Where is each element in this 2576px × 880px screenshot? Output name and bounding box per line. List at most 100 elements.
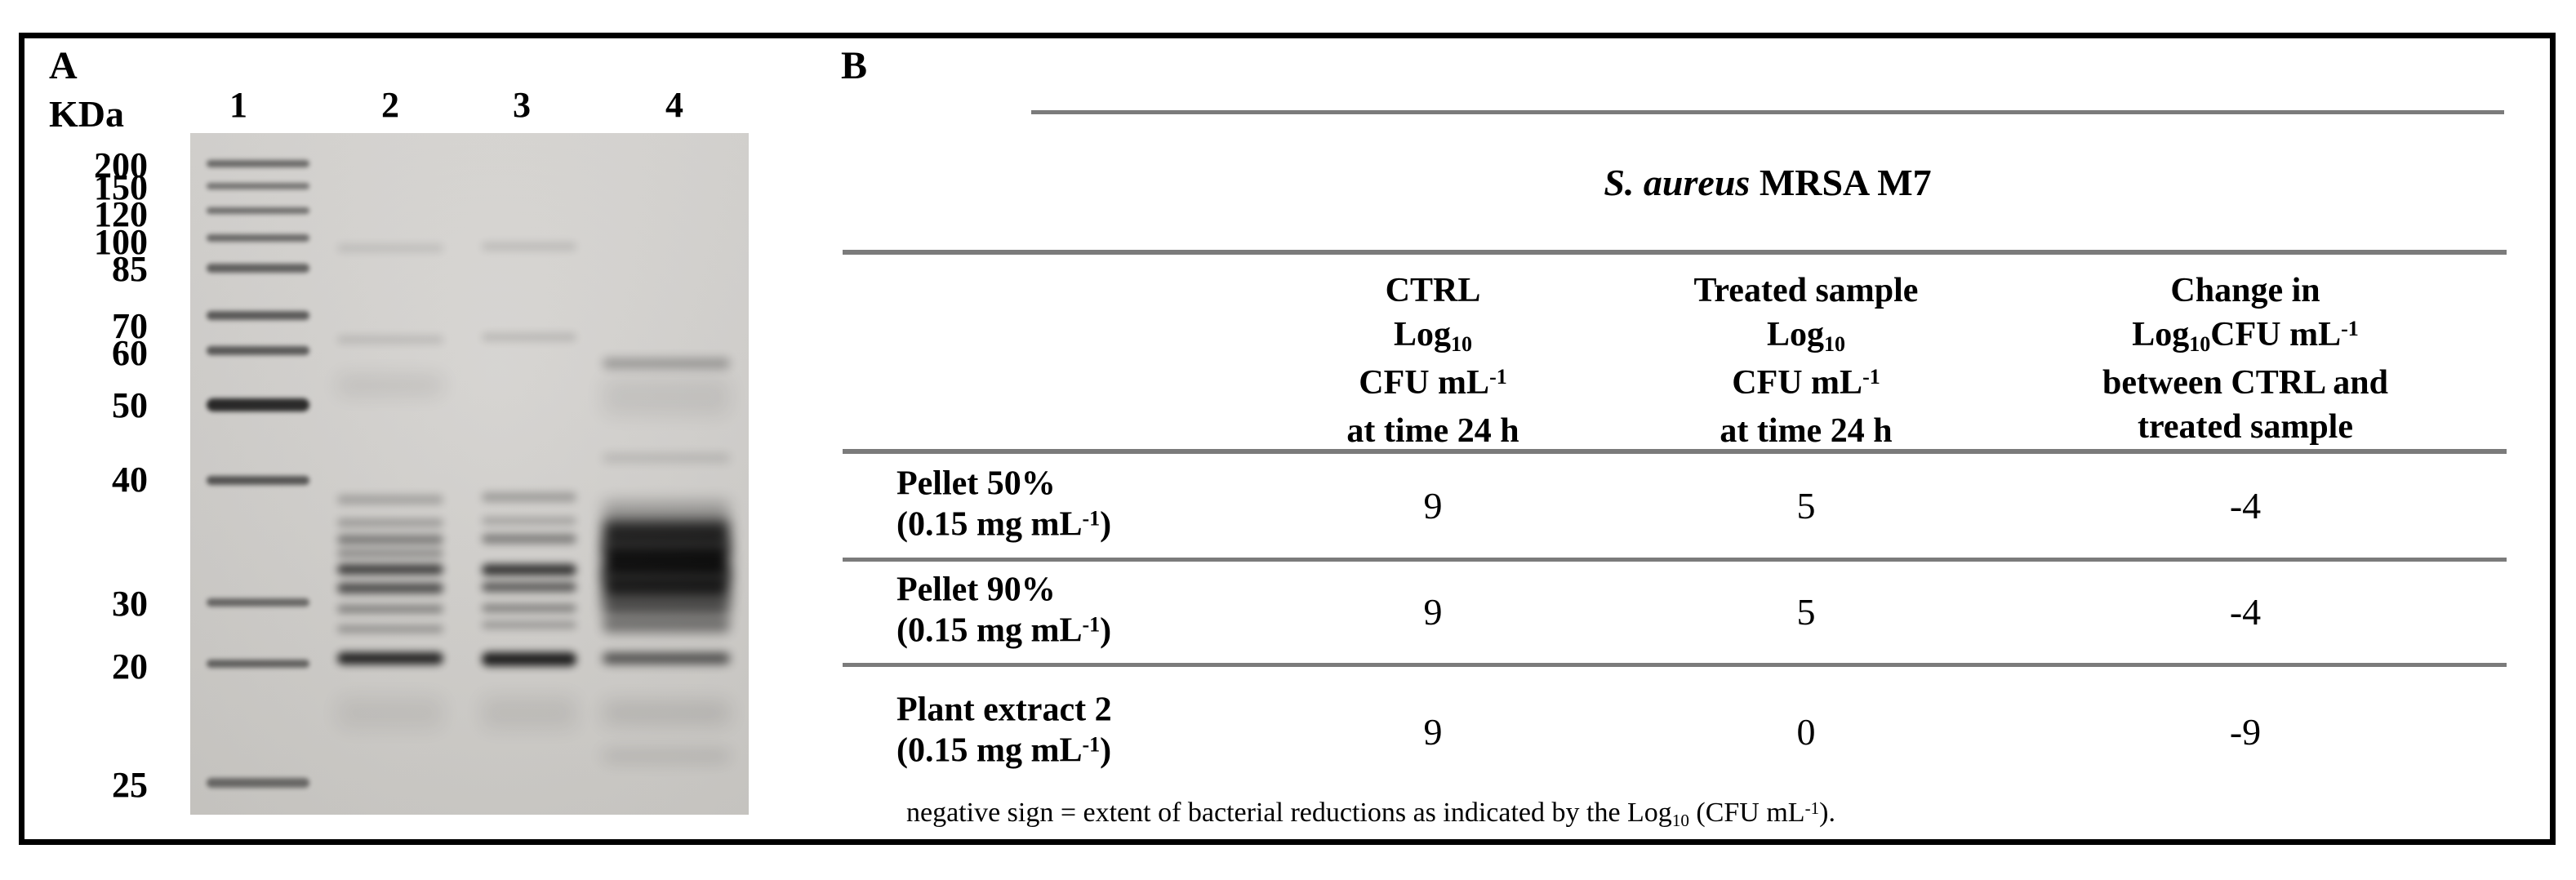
ladder-label-60: 60 [112, 333, 148, 373]
table-cell-value: 9 [1423, 711, 1443, 753]
ladder-label-150: 150 [94, 167, 148, 207]
gel-band [603, 378, 730, 416]
table-top-rule [1031, 110, 2504, 114]
row-label-line: (0.15 mg mL-1) [896, 611, 1112, 650]
table-cell-value: 5 [1796, 591, 1816, 633]
column-header-line: treated sample [2138, 408, 2353, 446]
gel-band [603, 750, 730, 762]
gel-band [207, 346, 309, 355]
row-label-line: Plant extract 2 [896, 691, 1112, 729]
column-header-line: at time 24 h [1346, 412, 1519, 450]
column-header-line: Log10 [1393, 316, 1473, 357]
row-label-line: Pellet 50% [896, 464, 1056, 502]
gel-band [482, 652, 576, 666]
gel-band [337, 696, 443, 729]
gel-band [603, 519, 730, 549]
lane-number-4: 4 [665, 85, 683, 125]
table-cell-value: 5 [1796, 484, 1816, 527]
table-cell-value: 9 [1423, 484, 1443, 527]
gel-band [207, 778, 309, 788]
gel-band [482, 333, 576, 341]
gel-band [482, 621, 576, 629]
gel-band [482, 582, 576, 592]
table-cell-value: -4 [2229, 591, 2262, 633]
lane-number-3: 3 [513, 85, 531, 125]
gel-band [337, 583, 443, 593]
column-header-line: CFU mL-1 [1359, 364, 1507, 402]
table-row-label: Pellet 90% (0.15 mg mL-1) [896, 570, 1419, 656]
gel-band [207, 598, 309, 607]
table-footnote: negative sign = extent of bacterial redu… [906, 798, 1835, 830]
gel-band [207, 398, 309, 411]
gel-band [603, 542, 730, 580]
column-header-line: between CTRL and [2102, 364, 2389, 402]
ladder-label-30: 30 [112, 584, 148, 624]
results-table: S. aureus MRSA M7 CTRL Log10 CFU mL-1 at ti… [843, 38, 2507, 839]
row-label-line: Pellet 90% [896, 571, 1056, 609]
gel-band [337, 625, 443, 633]
gel-band [482, 242, 576, 251]
gel-band [603, 618, 730, 633]
gel-band [207, 264, 309, 273]
strain-name: MRSA M7 [1750, 162, 1932, 203]
gel-band [337, 495, 443, 504]
table-cell-value: -9 [2229, 711, 2262, 753]
gel-band [337, 518, 443, 527]
gel-band [603, 572, 730, 600]
gel-band [482, 564, 576, 576]
ladder-label-120: 120 [94, 194, 148, 234]
species-name: S. aureus [1604, 162, 1751, 203]
gel-band [337, 244, 443, 252]
gel-band [603, 358, 730, 368]
gel-band [482, 534, 576, 544]
gel-band [482, 604, 576, 612]
gel-band [207, 160, 309, 167]
gel-band [603, 597, 730, 617]
kda-unit-label: KDa [49, 93, 124, 135]
panel-a-label: A [49, 44, 78, 87]
row-label-line: (0.15 mg mL-1) [896, 505, 1112, 543]
ladder-label-70: 70 [112, 306, 148, 346]
gel-band [337, 535, 443, 544]
gel-band [337, 549, 443, 558]
gel-band [207, 660, 309, 668]
table-cell-value: 0 [1796, 711, 1816, 753]
gel-band [482, 696, 576, 729]
gel-band [207, 311, 309, 320]
gel-band [337, 652, 443, 664]
panel-b-label: B [841, 44, 868, 87]
gel-band [207, 476, 309, 485]
lane-number-2: 2 [381, 85, 399, 125]
column-header-line: Log10CFU mL-1 [2132, 316, 2359, 357]
gel-band [337, 336, 443, 344]
lane-number-1: 1 [229, 85, 247, 125]
table-row-label: Plant extract 2 (0.15 mg mL-1) [896, 690, 1419, 776]
row-label-line: (0.15 mg mL-1) [896, 731, 1112, 770]
table-row: Pellet 50% (0.15 mg mL-1) 9 5 -4 [843, 454, 2507, 558]
gel-band [482, 517, 576, 525]
column-header-line: Log10 [1766, 316, 1846, 357]
gel-band [337, 605, 443, 613]
ladder-label-20: 20 [112, 647, 148, 687]
gel-band [603, 500, 730, 522]
gel-band [207, 183, 309, 189]
ladder-label-100: 100 [94, 222, 148, 262]
table-header-bottom-rule [843, 449, 2507, 454]
table-cell-value: 9 [1423, 591, 1443, 633]
table-row: Pellet 90% (0.15 mg mL-1) 9 5 -4 [843, 562, 2507, 663]
ladder-label-85: 85 [112, 249, 148, 289]
table-row-label: Pellet 50% (0.15 mg mL-1) [896, 463, 1419, 549]
column-header-1: CTRL Log10 CFU mL-1 at time 24 h [1270, 269, 1596, 453]
gel-image [190, 133, 749, 815]
column-header-line: CFU mL-1 [1732, 364, 1880, 402]
gel-band [603, 454, 730, 462]
table-cell-value: -4 [2229, 484, 2262, 527]
gel-band [207, 207, 309, 214]
column-header-2: Treated sample Log10 CFU mL-1 at time 24 h [1602, 269, 2010, 453]
ladder-label-50: 50 [112, 385, 148, 425]
table-header-top-rule [843, 250, 2507, 255]
ladder-label-40: 40 [112, 460, 148, 500]
gel-band [337, 375, 443, 396]
